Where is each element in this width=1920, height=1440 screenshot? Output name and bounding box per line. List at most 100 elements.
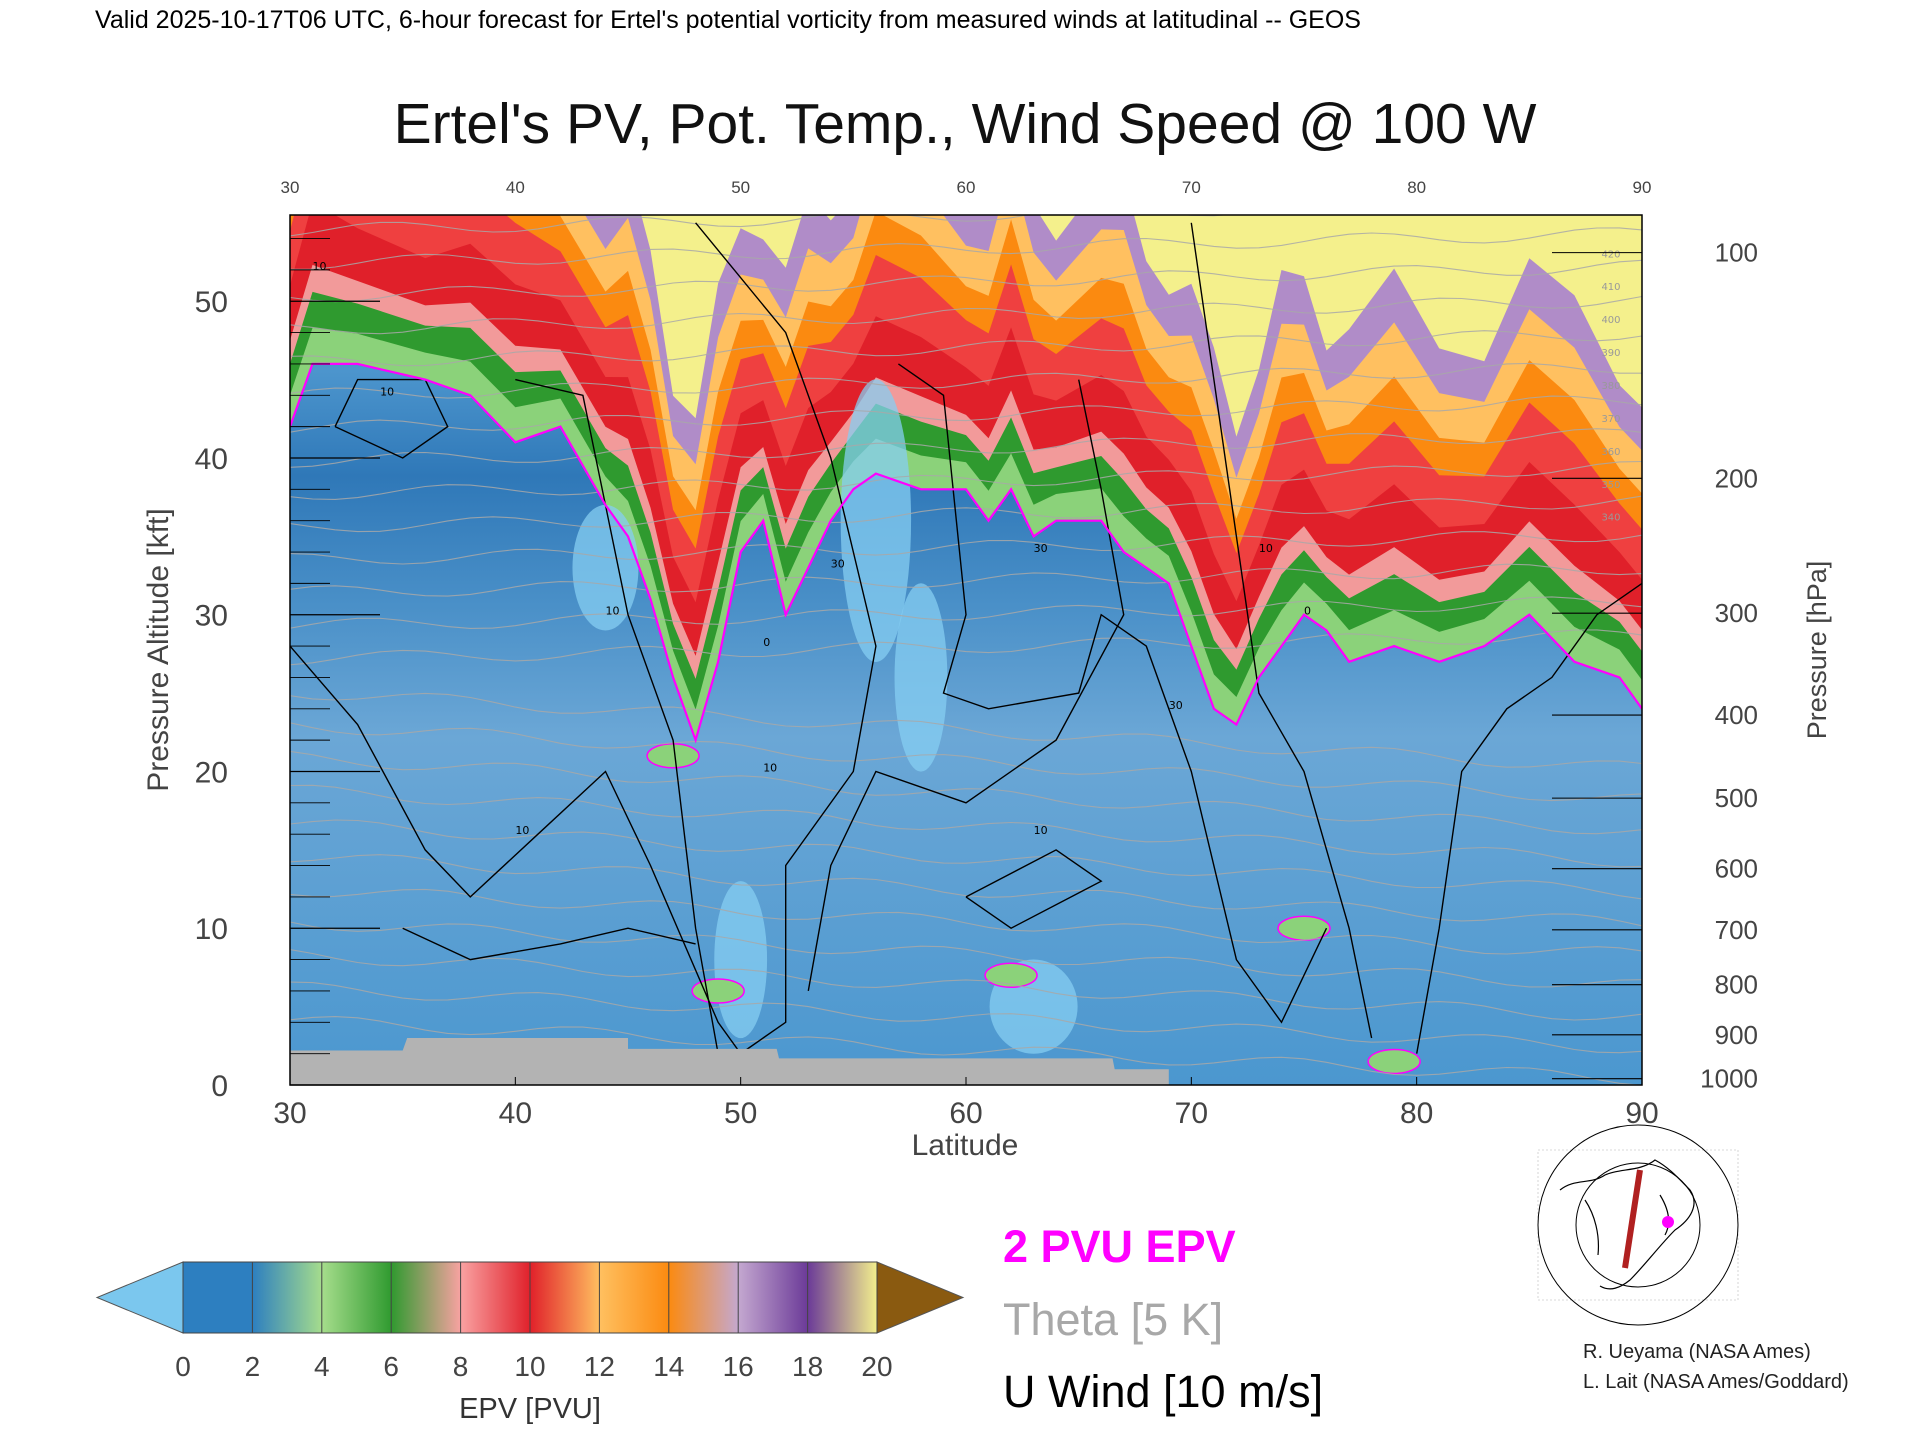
colorbar-segment-7 — [668, 1262, 739, 1333]
theta-label-350: 350 — [1601, 480, 1620, 491]
wind-label-5: 10 — [1259, 542, 1273, 555]
theta-contours: 340 350 360 370 380 390 400 410 420 — [290, 215, 1642, 1085]
inset-map-marker — [1662, 1216, 1674, 1228]
colorbar-segment-0 — [183, 1262, 253, 1333]
wind-label-4: 30 — [1169, 699, 1183, 712]
terrain — [290, 1038, 1169, 1085]
colorbar-segment-4 — [460, 1262, 531, 1333]
theta-label-370: 370 — [1601, 414, 1620, 425]
x-top-tick-60: 60 — [957, 178, 976, 197]
wind-contours: 10 10 30 30 30 10 10 10 10 10 0 0 — [290, 222, 1642, 1055]
wind-contour-5 — [807, 379, 1125, 992]
legend-theta: Theta [5 K] — [1003, 1294, 1223, 1345]
pressure-tick-700: 700 — [1715, 915, 1758, 945]
pv-color-bands — [290, 215, 1642, 1075]
colorbar-tick-6: 6 — [383, 1351, 399, 1382]
y-axis-label-right: Pressure [hPa] — [1802, 561, 1832, 740]
wind-contour-7 — [402, 927, 696, 961]
theta-contour-24 — [290, 227, 1642, 270]
colorbar-tick-12: 12 — [584, 1351, 615, 1382]
y-axis-label-left: Pressure Altitude [kft] — [142, 508, 175, 791]
theta-contour-6 — [290, 854, 1642, 927]
colorbar-segment-1 — [252, 1262, 323, 1333]
wind-contour-0 — [290, 222, 877, 1055]
pressure-tick-900: 900 — [1715, 1020, 1758, 1050]
wind-label-7: 10 — [515, 824, 529, 837]
wind-label-6: 10 — [605, 605, 619, 618]
colorbar-tick-16: 16 — [723, 1351, 754, 1382]
low-pv-patch-4 — [572, 504, 639, 631]
wind-contour-2 — [898, 363, 1328, 1024]
chart-title: Ertel's PV, Pot. Temp., Wind Speed @ 100… — [394, 92, 1537, 156]
wind-contour-8 — [965, 849, 1103, 930]
wind-label-11: 0 — [763, 636, 770, 649]
theta-label-390: 390 — [1601, 348, 1620, 359]
theta-contour-10 — [290, 722, 1642, 802]
wind-label-8: 10 — [1034, 824, 1048, 837]
theta-contour-2 — [290, 981, 1642, 1054]
x-tick-60: 60 — [949, 1097, 982, 1130]
colorbar-high-arrow — [876, 1261, 965, 1334]
colorbar-segment-3 — [391, 1262, 462, 1333]
pv-blob-3 — [1367, 1048, 1421, 1075]
y-tick-50: 50 — [195, 286, 228, 319]
y-tick-10: 10 — [195, 913, 228, 946]
low-pv-patch-1 — [894, 583, 948, 772]
theta-contour-15 — [290, 531, 1642, 565]
colorbar-tick-4: 4 — [314, 1351, 330, 1382]
inset-map-coast — [1559, 1159, 1695, 1290]
colorbar-frame — [182, 1261, 878, 1334]
colorbar-tick-0: 0 — [175, 1351, 191, 1382]
theta-label-380: 380 — [1601, 381, 1620, 392]
y-tick-20: 20 — [195, 756, 228, 789]
theta-contour-8 — [290, 784, 1642, 868]
x-tick-30: 30 — [273, 1097, 306, 1130]
theta-contour-11 — [290, 692, 1642, 768]
colorbar-tick-18: 18 — [792, 1351, 823, 1382]
pv-band-8 — [641, 215, 1642, 437]
inset-map-circle-inner — [1575, 1162, 1701, 1288]
theta-contour-13 — [290, 596, 1642, 629]
theta-contour-9 — [290, 750, 1642, 835]
colorbar-tick-2: 2 — [245, 1351, 261, 1382]
y-tick-40: 40 — [195, 443, 228, 476]
theta-label-420: 420 — [1601, 249, 1620, 260]
wind-contour-1 — [515, 378, 719, 1054]
theta-contour-23 — [290, 259, 1642, 303]
y-tick-0: 0 — [211, 1070, 228, 1103]
x-top-tick-40: 40 — [506, 178, 525, 197]
legend-pv: 2 PVU EPV — [1003, 1221, 1236, 1272]
theta-contour-5 — [290, 888, 1642, 955]
theta-contour-22 — [290, 295, 1642, 335]
theta-contour-25 — [290, 215, 1230, 237]
colorbar-tick-8: 8 — [453, 1351, 469, 1382]
wind-label-3: 30 — [1034, 542, 1048, 555]
x-axis-label: Latitude — [912, 1129, 1019, 1162]
theta-label-410: 410 — [1601, 282, 1620, 293]
wind-label-0: 10 — [313, 260, 327, 273]
pressure-tick-1000: 1000 — [1700, 1064, 1758, 1094]
theta-contour-4 — [290, 921, 1642, 988]
x-top-tick-30: 30 — [281, 178, 300, 197]
x-top-tick-50: 50 — [731, 178, 750, 197]
legend-wind: U Wind [10 m/s] — [1003, 1366, 1323, 1417]
x-tick-40: 40 — [499, 1097, 532, 1130]
theta-contour-7 — [290, 819, 1642, 900]
wind-label-9: 10 — [763, 761, 777, 774]
x-tick-80: 80 — [1400, 1097, 1433, 1130]
inset-map-circle-outer — [1537, 1124, 1739, 1326]
pressure-tick-500: 500 — [1715, 783, 1758, 813]
colorbar: 0 2 4 6 8 10 12 14 16 18 20 — [95, 1261, 965, 1382]
theta-contour-1 — [290, 1016, 1642, 1085]
x-top-tick-70: 70 — [1182, 178, 1201, 197]
wind-label-10: 0 — [1304, 605, 1311, 618]
pv-2pvu-line — [290, 362, 1642, 744]
y-tick-30: 30 — [195, 600, 228, 633]
x-tick-50: 50 — [724, 1097, 757, 1130]
theta-contour-20 — [290, 362, 1642, 399]
pv-blob-0 — [984, 962, 1038, 989]
wind-contour-6 — [334, 378, 449, 459]
low-pv-patch-0 — [840, 379, 912, 662]
theta-label-400: 400 — [1601, 315, 1620, 326]
